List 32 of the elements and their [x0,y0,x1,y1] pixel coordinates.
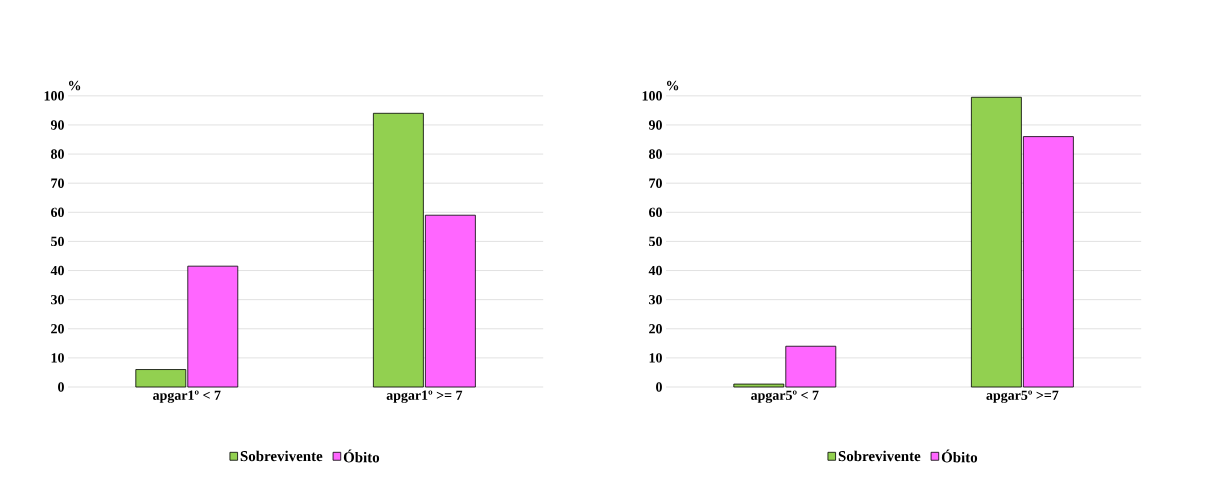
y-tick-label: 70 [649,178,662,188]
y-tick-label: 60 [649,207,662,218]
y-tick-label: 60 [51,207,64,218]
y-tick-label: 30 [51,294,64,305]
y-tick-label: 20 [649,324,662,334]
y-tick-label: 100 [642,91,662,101]
legend-label: Óbito [343,449,380,463]
y-tick-label: 90 [50,120,64,130]
y-tick-label: 100 [44,91,64,101]
y-tick-label: 10 [51,353,64,363]
legend-label: Sobrevivente [838,450,921,462]
y-tick-label: 50 [51,236,64,247]
x-tick-label: apgar1º < 7 [153,390,221,403]
y-tick-label: 80 [649,149,662,159]
y-tick-label: 80 [51,149,64,159]
legend-label: Óbito [941,449,978,463]
y-axis-title: % [666,80,679,91]
y-tick-label: 40 [648,265,662,276]
y-tick-label: 50 [649,236,662,247]
y-tick-label: 70 [51,178,64,188]
x-tick-label: apgar5º >=7 [986,390,1059,403]
y-tick-label: 90 [648,120,662,130]
y-axis-title: % [68,80,81,91]
y-tick-label: 20 [51,324,64,334]
y-tick-label: 0 [656,382,662,392]
x-tick-label: apgar1º >= 7 [386,390,463,403]
legend-label: Sobrevivente [240,450,323,462]
y-tick-label: 10 [649,353,662,363]
y-tick-label: 0 [58,382,64,392]
x-tick-label: apgar5º < 7 [751,390,819,403]
y-tick-label: 40 [50,265,64,276]
y-tick-label: 30 [649,294,662,305]
